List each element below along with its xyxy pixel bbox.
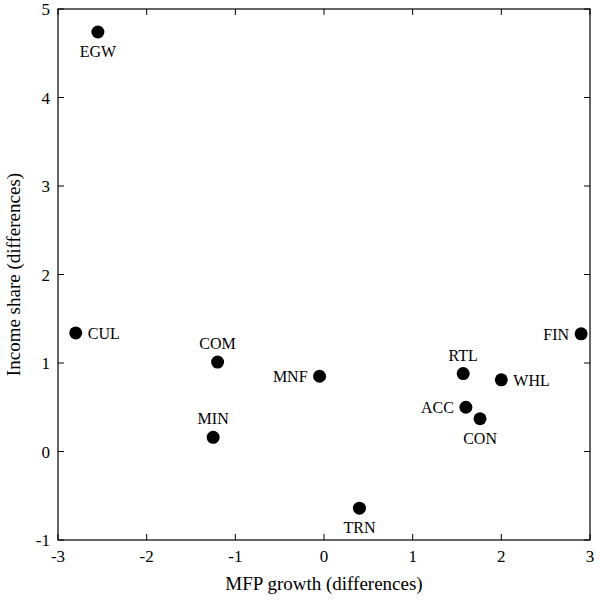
y-tick-label: -1 xyxy=(36,531,50,550)
y-tick xyxy=(584,9,590,10)
point-label: CON xyxy=(463,430,497,447)
y-tick-label: 0 xyxy=(42,443,51,462)
y-tick-label: 1 xyxy=(42,354,51,373)
y-tick xyxy=(58,451,64,452)
point-label: CUL xyxy=(88,325,120,342)
point xyxy=(459,401,472,414)
y-tick xyxy=(584,363,590,364)
x-tick-label: 1 xyxy=(408,547,417,566)
x-tick xyxy=(58,9,59,15)
y-tick xyxy=(58,186,64,187)
point-label: FIN xyxy=(543,326,569,343)
y-tick-label: 4 xyxy=(42,89,51,108)
x-tick xyxy=(501,534,502,540)
y-tick xyxy=(584,97,590,98)
x-tick xyxy=(235,9,236,15)
x-tick xyxy=(146,534,147,540)
y-tick xyxy=(584,540,590,541)
y-tick xyxy=(584,451,590,452)
point xyxy=(69,326,82,339)
plot-frame xyxy=(58,9,590,540)
y-tick-label: 5 xyxy=(42,0,51,19)
point-label: WHL xyxy=(513,372,549,389)
x-tick xyxy=(412,9,413,15)
y-tick xyxy=(58,9,64,10)
x-tick xyxy=(412,534,413,540)
point-label: COM xyxy=(199,335,235,352)
point xyxy=(457,367,470,380)
point-label: EGW xyxy=(80,43,117,60)
point-label: ACC xyxy=(421,399,454,416)
x-axis-label: MFP growth (differences) xyxy=(225,573,422,595)
point-label: MIN xyxy=(198,410,230,427)
point xyxy=(313,370,326,383)
x-tick-label: 0 xyxy=(320,547,329,566)
chart: -3 -2 -1 0 1 2 3 -1 0 1 2 3 4 5 MFP growth (difference… xyxy=(0,0,600,602)
point xyxy=(474,412,487,425)
x-tick-label: -2 xyxy=(140,547,154,566)
y-tick xyxy=(584,274,590,275)
point xyxy=(353,502,366,515)
x-tick xyxy=(501,9,502,15)
y-tick-label: 2 xyxy=(42,266,51,285)
point-label: MNF xyxy=(273,368,308,385)
x-tick-label: 2 xyxy=(497,547,506,566)
y-tick-label: 3 xyxy=(42,177,51,196)
y-tick xyxy=(58,274,64,275)
point xyxy=(575,327,588,340)
point xyxy=(211,356,224,369)
x-tick xyxy=(324,534,325,540)
y-axis-label: Income share (differences) xyxy=(3,173,25,376)
points xyxy=(69,26,587,515)
point xyxy=(495,373,508,386)
y-tick xyxy=(584,186,590,187)
x-tick-label: -1 xyxy=(228,547,242,566)
point xyxy=(207,431,220,444)
y-tick xyxy=(58,540,64,541)
x-tick-label: -3 xyxy=(51,547,65,566)
point xyxy=(91,26,104,39)
x-tick xyxy=(590,534,591,540)
x-tick xyxy=(146,9,147,15)
x-tick-label: 3 xyxy=(586,547,595,566)
point-label: TRN xyxy=(343,519,375,536)
x-tick xyxy=(324,9,325,15)
y-tick xyxy=(58,363,64,364)
x-tick xyxy=(590,9,591,15)
point-label: RTL xyxy=(449,347,478,364)
x-tick xyxy=(235,534,236,540)
x-tick xyxy=(58,534,59,540)
y-tick xyxy=(58,97,64,98)
